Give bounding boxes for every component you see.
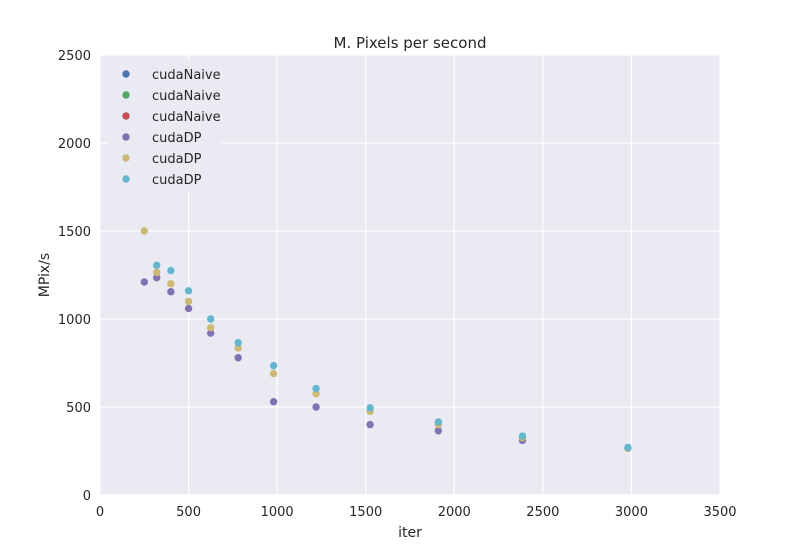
data-point <box>184 304 193 313</box>
data-point <box>518 432 527 440</box>
y-tick-label: 2500 <box>58 49 91 64</box>
y-tick-label: 500 <box>66 401 91 416</box>
x-tick-label: 3000 <box>615 505 648 520</box>
legend-label: cudaNaive <box>152 110 221 125</box>
data-point <box>624 443 632 452</box>
y-tick-label: 2000 <box>58 137 91 152</box>
data-point <box>207 329 215 337</box>
x-tick-label: 3500 <box>703 505 736 520</box>
legend-label: cudaDP <box>152 131 202 146</box>
data-point <box>152 261 161 270</box>
x-tick-label: 1000 <box>261 505 294 520</box>
x-tick-label: 2500 <box>526 505 559 520</box>
data-point <box>234 344 242 352</box>
x-tick-label: 1500 <box>349 505 382 520</box>
legend-marker <box>122 112 130 120</box>
y-tick-label: 1000 <box>58 313 91 328</box>
legend-label: cudaNaive <box>152 89 221 104</box>
legend-marker <box>122 154 130 162</box>
legend-marker <box>122 91 130 99</box>
data-point <box>140 278 148 286</box>
data-point <box>140 227 148 235</box>
data-point <box>434 427 443 435</box>
x-tick-label: 2000 <box>438 505 471 520</box>
x-tick-label: 500 <box>176 505 201 520</box>
data-point <box>366 420 374 429</box>
legend-box <box>108 60 222 191</box>
legend-label: cudaNaive <box>152 68 221 83</box>
data-point <box>269 398 278 406</box>
y-tick-label: 0 <box>83 489 91 504</box>
grid-lines <box>99 54 721 496</box>
data-point <box>184 287 193 295</box>
data-point <box>366 404 374 412</box>
data-point <box>312 384 320 393</box>
y-axis-label: MPix/s <box>37 253 53 297</box>
data-point <box>207 324 215 332</box>
data-point <box>312 390 320 398</box>
data-point <box>312 403 320 411</box>
y-tick-label: 1500 <box>58 225 91 240</box>
data-point <box>234 339 242 347</box>
x-tick-label: 0 <box>96 505 104 520</box>
data-point <box>269 361 278 370</box>
y-tick-labels: 0 500 1000 1500 2000 2500 <box>58 49 91 504</box>
legend-marker <box>122 70 130 78</box>
legend-marker <box>122 133 130 141</box>
data-point <box>184 297 193 306</box>
data-point <box>167 266 175 275</box>
data-point <box>434 418 443 426</box>
data-point <box>167 280 175 288</box>
legend-label: cudaDP <box>152 173 202 188</box>
chart-title: M. Pixels per second <box>334 34 487 52</box>
data-point <box>234 354 242 362</box>
data-point <box>207 315 215 323</box>
legend: cudaNaive cudaNaive cudaNaive cudaDP cudaDP c… <box>108 60 222 191</box>
legend-label: cudaDP <box>152 152 202 167</box>
data-point <box>152 273 161 282</box>
data-point <box>167 288 175 296</box>
data-point <box>269 369 278 378</box>
data-points <box>140 227 632 453</box>
legend-marker <box>122 175 130 183</box>
data-point <box>152 268 161 277</box>
x-axis-label: iter <box>398 525 422 541</box>
x-tick-labels: 0 500 1000 1500 2000 2500 3000 3500 <box>96 505 737 520</box>
